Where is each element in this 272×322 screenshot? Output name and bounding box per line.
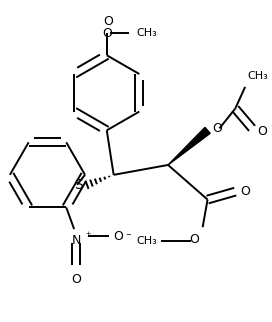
Text: O: O: [71, 273, 81, 286]
Polygon shape: [168, 128, 210, 165]
Text: O: O: [114, 230, 123, 242]
Text: O: O: [102, 27, 112, 40]
Text: N: N: [72, 234, 81, 247]
Text: CH₃: CH₃: [137, 236, 157, 246]
Text: S: S: [74, 178, 83, 192]
Text: O: O: [240, 185, 250, 198]
Text: O: O: [212, 122, 222, 135]
Text: CH₃: CH₃: [247, 71, 268, 81]
Text: $^+$: $^+$: [84, 231, 92, 241]
Text: CH₃: CH₃: [137, 28, 157, 39]
Text: O: O: [103, 14, 113, 28]
Text: O: O: [189, 233, 199, 246]
Text: $^-$: $^-$: [123, 232, 132, 242]
Text: O: O: [257, 125, 267, 138]
